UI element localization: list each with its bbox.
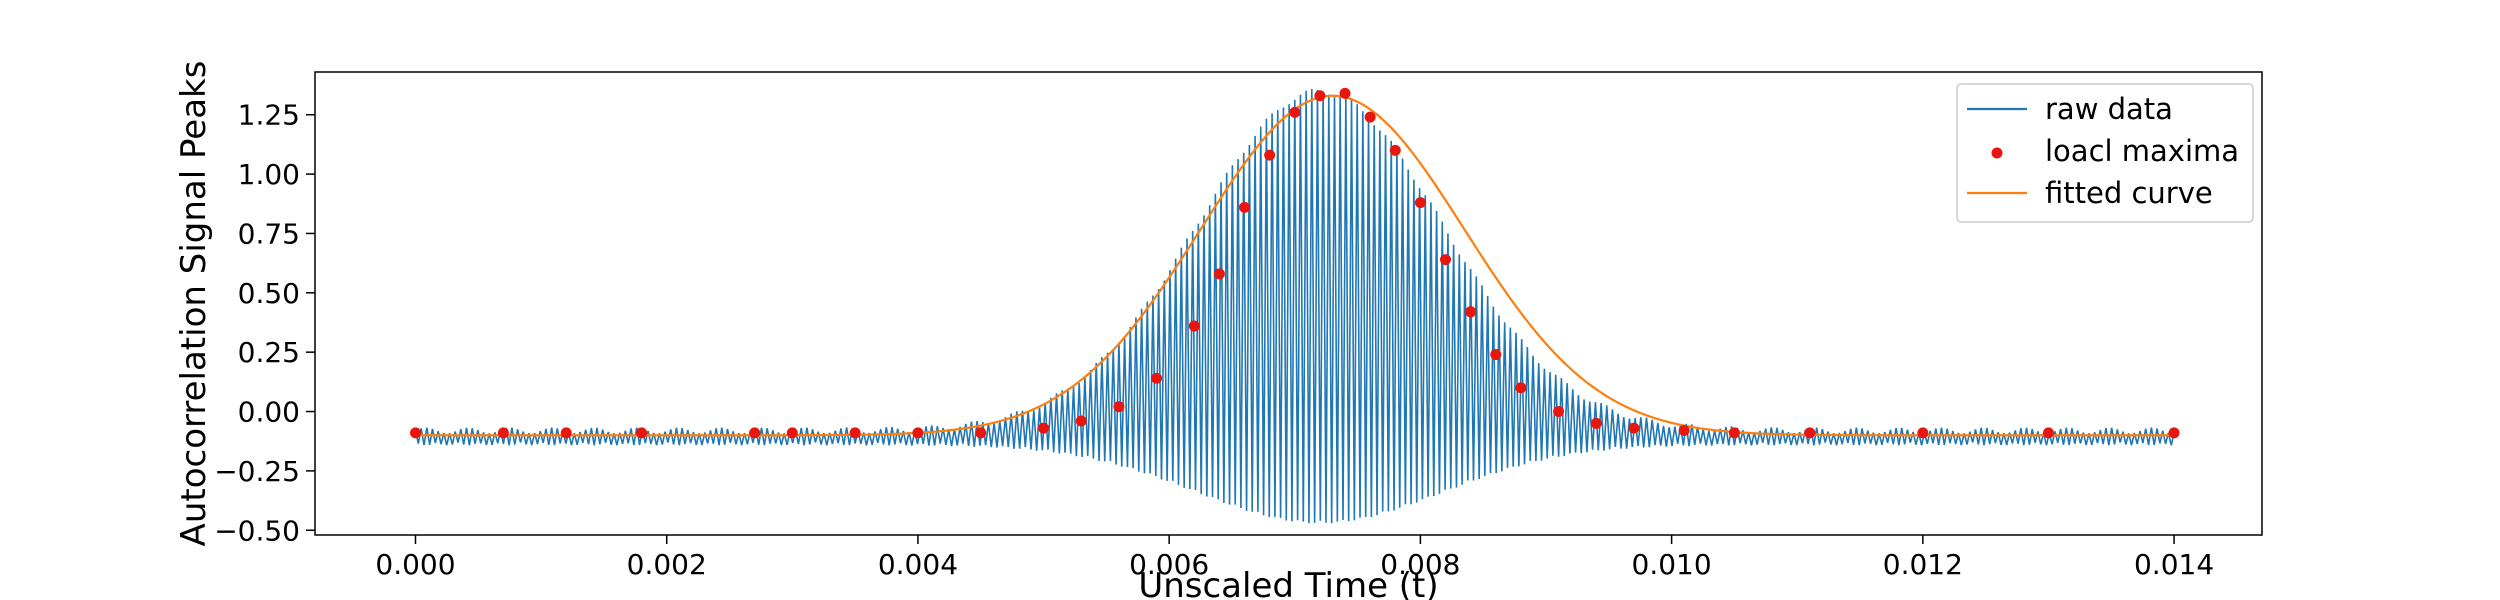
local-maxima-point [1038,422,1050,434]
local-maxima-point [636,427,648,439]
x-tick-label: 0.012 [1883,548,1963,581]
local-maxima-point [1465,306,1477,318]
x-tick-label: 0.010 [1632,548,1712,581]
legend: raw data loacl maxima fitted curve [1956,83,2254,223]
local-maxima-point [912,427,924,439]
local-maxima-point [1414,197,1426,209]
local-maxima-point [2168,427,2180,439]
legend-box [1956,83,2254,223]
local-maxima-point [749,427,761,439]
local-maxima-point [497,427,509,439]
local-maxima-point [1188,320,1200,332]
local-maxima-point [1917,427,1929,439]
x-tick-label: 0.008 [1380,548,1460,581]
axes-frame [314,71,2263,536]
x-tick-label: 0.002 [627,548,707,581]
x-axis-ticks: 0.000 0.002 0.004 0.006 0.008 0.010 0.012 0.014 [375,535,2214,581]
y-tick-label: 0.50 [238,277,300,310]
y-axis-ticks: −0.50 −0.25 0.00 0.25 0.50 0.75 1.00 1.25 [214,99,315,547]
plot-area [409,87,2180,524]
x-tick-label: 0.006 [1129,548,1209,581]
local-maxima-point [2042,427,2054,439]
local-maxima-point [786,427,798,439]
local-maxima-point [1075,415,1087,427]
legend-marker-loacl-maxima [1991,147,2003,159]
local-maxima-point [1728,427,1740,439]
y-tick-label: −0.25 [214,455,300,488]
x-tick-label: 0.004 [878,548,958,581]
local-maxima-point [1440,254,1452,266]
local-maxima-point [1628,422,1640,434]
local-maxima-point [1339,87,1351,99]
x-tick-label: 0.014 [2134,548,2214,581]
legend-label: fitted curve [2045,176,2213,210]
local-maxima-point [975,427,987,439]
local-maxima-point [560,427,572,439]
y-tick-label: −0.50 [214,514,300,547]
x-axis-label: Unscaled Time (t) [1138,566,1438,600]
y-axis-label: Autocorrelation Signal Peaks [174,61,214,547]
raw-data-line [414,88,2175,524]
y-tick-label: 0.75 [238,217,300,250]
local-maxima-point [1364,111,1376,123]
local-maxima-point [1213,268,1225,280]
local-maxima-point [409,427,421,439]
local-maxima-point [1113,401,1125,413]
local-maxima-point [1515,382,1527,394]
y-tick-label: 1.00 [238,158,300,191]
local-maxima-point [1804,427,1816,439]
legend-label: raw data [2045,92,2173,126]
local-maxima-point [1239,201,1251,213]
x-tick-label: 0.000 [375,548,455,581]
y-tick-label: 1.25 [238,99,300,132]
legend-label: loacl maxima [2045,134,2239,168]
local-maxima-point [1678,425,1690,437]
local-maxima-point [1490,349,1502,361]
y-tick-label: 0.00 [238,396,300,429]
local-maxima-point [1590,417,1602,429]
y-tick-label: 0.25 [238,336,300,369]
local-maxima-point [1553,406,1565,418]
local-maxima-point [1264,149,1276,161]
local-maxima-point [1289,106,1301,118]
local-maxima-point [849,427,861,439]
local-maxima-point [1314,90,1326,102]
local-maxima-point [1389,144,1401,156]
local-maxima-point [1151,372,1163,384]
